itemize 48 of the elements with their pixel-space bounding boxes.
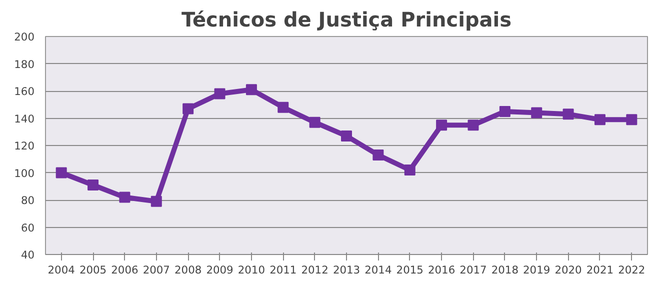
x-tick-label: 2011	[270, 264, 297, 276]
point	[626, 114, 638, 126]
x-tick-label: 2019	[523, 264, 550, 276]
point	[278, 102, 289, 113]
point	[246, 84, 257, 96]
y-tick-label: 120	[14, 140, 35, 152]
point	[150, 196, 162, 207]
x-tick-label: 2017	[460, 264, 487, 276]
point	[562, 108, 574, 120]
point	[499, 106, 510, 117]
point	[372, 150, 384, 161]
y-tick-label: 80	[20, 194, 35, 207]
x-tick-label: 2005	[79, 264, 107, 276]
point	[341, 130, 352, 142]
x-tick-label: 2022	[618, 264, 646, 276]
y-tick-label: 100	[14, 166, 35, 180]
x-tick-label: 2020	[554, 264, 582, 276]
y-tick-label: 160	[14, 85, 35, 98]
x-tick-label: 2008	[174, 264, 202, 276]
point	[182, 103, 194, 114]
point	[531, 107, 542, 118]
x-tick-label: 2009	[206, 264, 234, 276]
x-tick-label: 2006	[111, 264, 138, 276]
y-tick-label: 200	[14, 30, 35, 44]
point	[88, 180, 99, 191]
x-tick-label: 2004	[48, 264, 76, 276]
x-tick-label: 2018	[491, 264, 519, 276]
x-tick-label: 2014	[364, 264, 392, 276]
point	[468, 120, 479, 131]
point	[404, 164, 416, 176]
point	[56, 167, 67, 178]
y-tick-label: 40	[20, 248, 35, 262]
point	[214, 88, 226, 100]
point	[436, 120, 448, 131]
point	[594, 114, 606, 126]
y-tick-label: 180	[14, 58, 35, 71]
x-tick-label: 2012	[301, 264, 328, 276]
point	[119, 192, 130, 203]
x-tick-label: 2021	[586, 264, 614, 276]
y-tick-label: 140	[14, 112, 35, 126]
x-tick-label: 2013	[332, 264, 360, 276]
chart-title: Técnicos de Justiça Principais	[181, 8, 512, 32]
y-tick-label: 60	[20, 221, 35, 234]
x-tick-label: 2007	[142, 264, 170, 276]
x-tick-label: 2010	[238, 264, 266, 276]
x-tick-label: 2015	[396, 264, 424, 276]
point	[309, 116, 320, 128]
x-tick-label: 2016	[428, 264, 456, 276]
